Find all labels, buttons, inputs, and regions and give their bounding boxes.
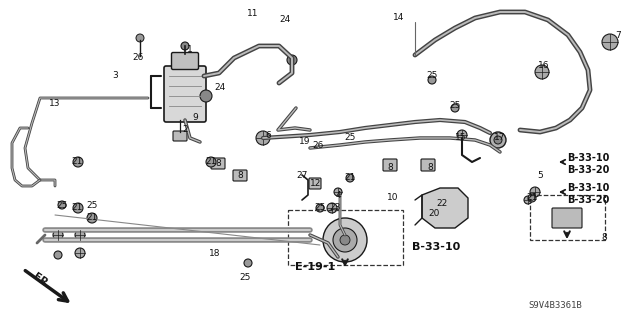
Circle shape [340,235,350,245]
Text: 13: 13 [49,99,61,108]
Text: 26: 26 [132,54,144,63]
Text: 25: 25 [86,201,98,210]
Text: 18: 18 [209,249,221,257]
Circle shape [602,34,618,50]
Text: 26: 26 [312,140,324,150]
Circle shape [181,42,189,50]
Text: 8: 8 [237,170,243,180]
Circle shape [53,230,63,240]
Circle shape [428,76,436,84]
Circle shape [73,203,83,213]
Text: FR.: FR. [31,271,52,290]
Text: 22: 22 [436,198,447,207]
Circle shape [490,132,506,148]
Circle shape [494,136,502,144]
Text: 11: 11 [247,10,259,19]
Text: 25: 25 [56,201,68,210]
Circle shape [87,213,97,223]
Text: 12: 12 [310,179,322,188]
Text: B-33-10: B-33-10 [567,153,609,163]
Text: 20: 20 [428,209,440,218]
Text: 2: 2 [182,125,188,135]
Text: 27: 27 [296,170,308,180]
Text: 25: 25 [314,204,326,212]
Circle shape [316,204,324,212]
Text: B-33-20: B-33-20 [567,165,609,175]
Text: 14: 14 [394,13,404,23]
Text: 10: 10 [387,194,399,203]
Text: 21: 21 [344,174,356,182]
FancyBboxPatch shape [172,53,198,70]
Circle shape [244,259,252,267]
FancyBboxPatch shape [309,178,321,189]
Circle shape [54,251,62,259]
Text: 24: 24 [214,84,226,93]
Text: E-19-1: E-19-1 [295,262,335,272]
FancyBboxPatch shape [211,158,225,169]
Text: 8: 8 [387,164,393,173]
Circle shape [206,157,216,167]
Text: 17: 17 [494,133,506,143]
Text: 21: 21 [71,158,83,167]
Text: 3: 3 [112,70,118,79]
Text: 1: 1 [187,46,193,55]
Text: 21: 21 [526,194,538,203]
Text: 9: 9 [192,114,198,122]
Text: 8: 8 [215,159,221,167]
Circle shape [75,248,85,258]
Text: B-33-10: B-33-10 [412,242,460,252]
Circle shape [73,157,83,167]
FancyBboxPatch shape [173,131,187,141]
Circle shape [58,201,66,209]
Text: B-33-10: B-33-10 [567,183,609,193]
Text: 25: 25 [449,100,461,109]
Text: 25: 25 [426,70,438,79]
Circle shape [75,230,85,240]
Text: 7: 7 [615,31,621,40]
Circle shape [287,55,297,65]
Text: 19: 19 [300,137,311,146]
Text: 21: 21 [86,213,98,222]
Text: 8: 8 [427,164,433,173]
Text: S9V4B3361B: S9V4B3361B [528,300,582,309]
Circle shape [334,188,342,196]
Circle shape [256,131,270,145]
Text: 5: 5 [537,170,543,180]
Text: 23: 23 [330,204,340,212]
Circle shape [528,194,536,202]
Circle shape [200,90,212,102]
Text: 4: 4 [335,190,341,199]
Text: 8: 8 [601,234,607,242]
Circle shape [451,104,459,112]
Text: 6: 6 [265,130,271,139]
Text: 25: 25 [344,133,356,143]
Circle shape [457,130,467,140]
Bar [288,210,403,265]
FancyBboxPatch shape [383,159,397,171]
FancyBboxPatch shape [552,208,582,228]
Text: 21: 21 [205,158,217,167]
Text: 24: 24 [280,14,291,24]
Text: 16: 16 [538,61,550,70]
FancyBboxPatch shape [233,170,247,181]
Circle shape [327,203,337,213]
Circle shape [333,228,357,252]
Circle shape [530,187,540,197]
Bar [530,195,605,240]
FancyBboxPatch shape [421,159,435,171]
Polygon shape [422,188,468,228]
Text: 21: 21 [71,204,83,212]
Circle shape [535,65,549,79]
Text: 25: 25 [239,273,251,283]
Circle shape [323,218,367,262]
Circle shape [136,34,144,42]
Text: 15: 15 [455,133,467,143]
Circle shape [346,174,354,182]
Circle shape [524,196,532,204]
Text: B-33-20: B-33-20 [567,195,609,205]
FancyBboxPatch shape [164,66,206,122]
